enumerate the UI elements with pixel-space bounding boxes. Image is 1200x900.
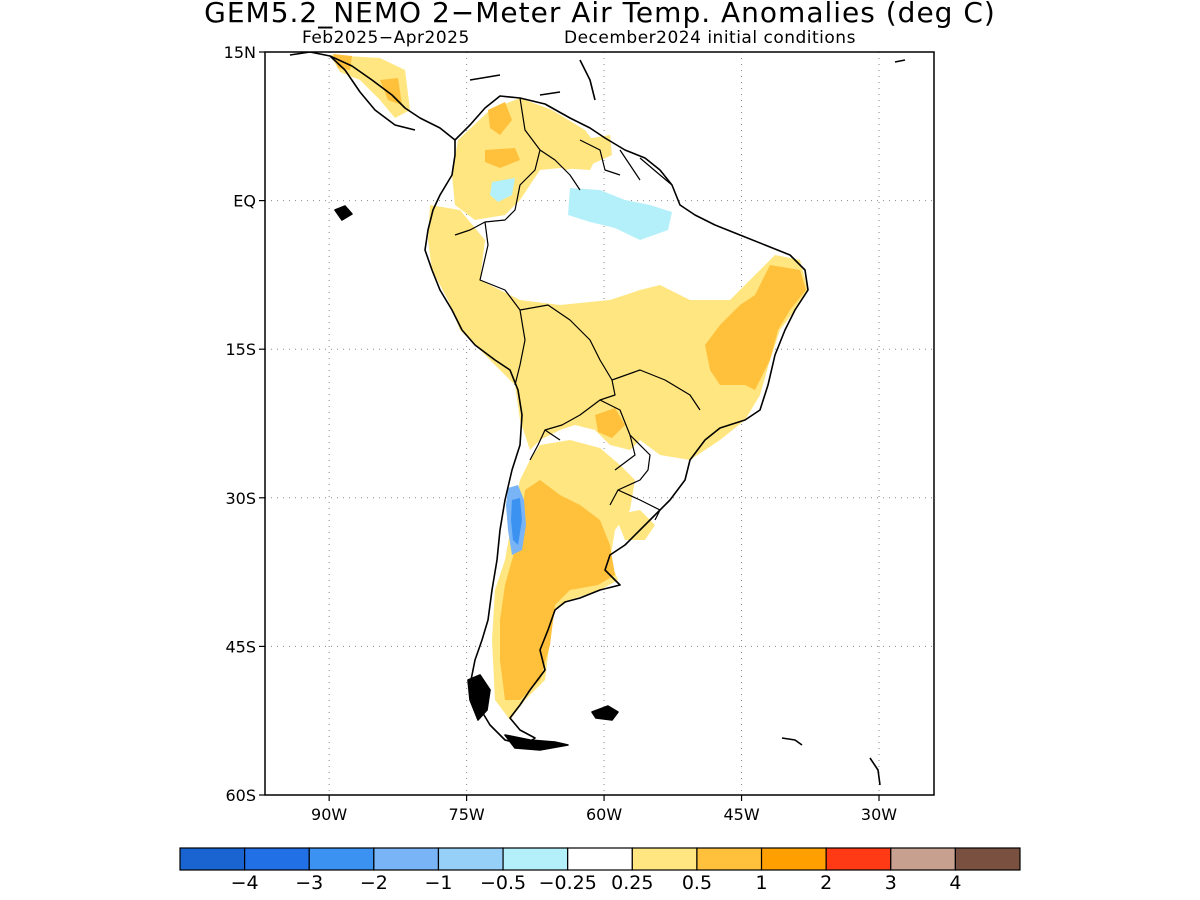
colorbar-label: 1 (755, 872, 767, 894)
axis-ticks: 15N EQ 15S 30S 45S 60S 90W 75W 60W 45W 30W (224, 43, 898, 824)
tierra-del-fuego (504, 734, 569, 751)
anomaly-shading (330, 54, 808, 720)
colorbar-swatch (437, 847, 504, 871)
falkland-islands (591, 705, 619, 721)
anomaly-region-guianas (555, 135, 612, 170)
forecast-period: Feb2025−Apr2025 (302, 28, 470, 48)
caribbean-islands (469, 59, 906, 101)
lat-tick-label: 60S (225, 786, 256, 805)
anomaly-region-paraguay-orange (595, 408, 625, 438)
lon-tick-label: 90W (311, 805, 347, 824)
colorbar-label: −0.5 (480, 872, 526, 894)
chile-fjords (467, 674, 491, 721)
lat-tick-label: 15N (224, 43, 256, 62)
country-borders (454, 97, 701, 521)
coastlines (289, 52, 906, 786)
colorbar-swatch (373, 847, 440, 871)
colorbar-label: −2 (360, 872, 388, 894)
anomaly-region-andes-brazil (428, 205, 808, 460)
lat-tick-label: 45S (225, 637, 256, 656)
anomaly-region-north-orange (488, 102, 512, 135)
lat-tick-label: 30S (225, 489, 256, 508)
colorbar-label: 0.25 (611, 872, 653, 894)
chart-title: GEM5.2_NEMO 2−Meter Air Temp. Anomalies … (204, 0, 996, 29)
colorbar-swatch (179, 847, 246, 871)
initial-conditions: December2024 initial conditions (564, 28, 856, 48)
colorbar-label: 3 (885, 872, 897, 894)
anomaly-region-uruguay (615, 510, 655, 540)
colorbar-swatch (308, 847, 375, 871)
colorbar-swatch (760, 847, 827, 871)
galapagos-islands (334, 205, 353, 221)
colorbar-label: 2 (820, 872, 832, 894)
south-sandwich-islands (869, 757, 881, 786)
anomaly-region-amazon-cool (568, 188, 672, 240)
colorbar-swatch (696, 847, 763, 871)
colorbar-swatch (244, 847, 310, 871)
lat-tick-label: 15S (225, 340, 256, 359)
anomaly-region-chile-cool-strong (511, 498, 522, 545)
colorbar-label: −4 (231, 872, 259, 894)
colorbar-label: −1 (424, 872, 452, 894)
colorbar-label: −3 (295, 872, 323, 894)
anomaly-region-central-america-orange-2 (380, 78, 402, 105)
anomaly-region-north-orange-2 (485, 148, 520, 168)
colorbar-label: 0.5 (682, 872, 712, 894)
south-america-outline (424, 95, 809, 746)
colorbar-swatch (954, 847, 1021, 871)
colorbar-swatch (502, 847, 569, 871)
anomaly-region-argentina-orange (500, 480, 615, 700)
colorbar-label: −0.25 (539, 872, 597, 894)
central-america-outline (289, 52, 456, 141)
colorbar-swatch (825, 847, 892, 871)
lon-tick-label: 60W (586, 805, 622, 824)
colorbar-swatch (890, 847, 956, 871)
lat-tick-label: EQ (233, 192, 256, 211)
colorbar-label: 4 (949, 872, 961, 894)
colorbar: −4 −3 −2 −1 −0.5 −0.25 0.25 0.5 1 2 3 4 (179, 847, 1021, 894)
colorbar-swatch (567, 847, 633, 871)
lon-tick-label: 30W (861, 805, 897, 824)
map-frame: 15N EQ 15S 30S 45S 60S 90W 75W 60W 45W 30W (224, 43, 935, 824)
colorbar-swatch (631, 847, 698, 871)
lon-tick-label: 45W (723, 805, 759, 824)
anomaly-region-colombia-cool (490, 178, 515, 202)
south-georgia (781, 737, 803, 746)
anomaly-region-brazil-east (705, 265, 806, 390)
anomaly-region-central-america (330, 55, 410, 118)
lon-tick-label: 75W (449, 805, 485, 824)
anomaly-region-north (452, 98, 600, 220)
